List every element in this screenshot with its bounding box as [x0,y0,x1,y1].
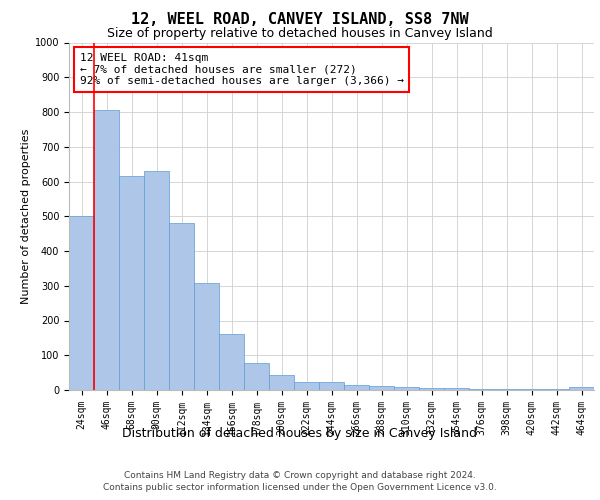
Bar [219,334,244,390]
Bar [194,283,219,390]
Bar [569,386,594,390]
Bar [144,171,169,390]
Text: Contains HM Land Registry data © Crown copyright and database right 2024.: Contains HM Land Registry data © Crown c… [124,471,476,480]
Text: Size of property relative to detached houses in Canvey Island: Size of property relative to detached ho… [107,28,493,40]
Bar [294,382,319,390]
Bar [369,386,394,390]
Bar [69,216,94,390]
Bar [119,176,144,390]
Text: Distribution of detached houses by size in Canvey Island: Distribution of detached houses by size … [122,428,478,440]
Text: Contains public sector information licensed under the Open Government Licence v3: Contains public sector information licen… [103,484,497,492]
Y-axis label: Number of detached properties: Number of detached properties [20,128,31,304]
Bar [94,110,119,390]
Bar [444,388,469,390]
Bar [319,382,344,390]
Bar [169,223,194,390]
Bar [344,385,369,390]
Bar [269,376,294,390]
Bar [244,363,269,390]
Bar [469,389,494,390]
Text: 12 WEEL ROAD: 41sqm
← 7% of detached houses are smaller (272)
92% of semi-detach: 12 WEEL ROAD: 41sqm ← 7% of detached hou… [79,53,404,86]
Text: 12, WEEL ROAD, CANVEY ISLAND, SS8 7NW: 12, WEEL ROAD, CANVEY ISLAND, SS8 7NW [131,12,469,28]
Bar [394,386,419,390]
Bar [419,388,444,390]
